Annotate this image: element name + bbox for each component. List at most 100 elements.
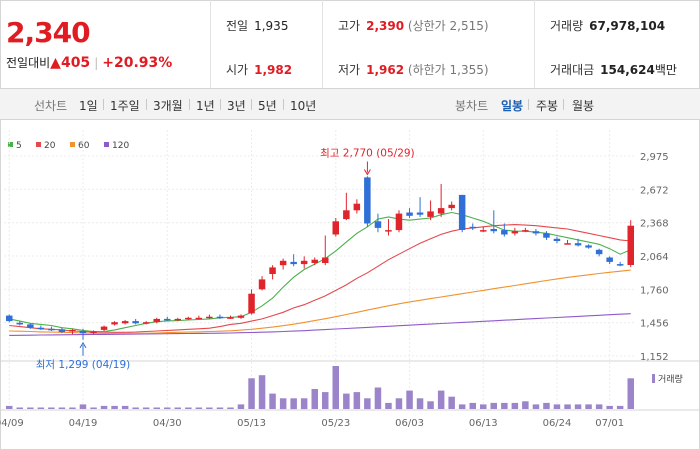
y-tick-label: 2,672	[640, 185, 669, 196]
candle-body	[248, 293, 255, 314]
candle-body	[185, 317, 192, 320]
volume-bar	[469, 402, 476, 409]
ma5-line	[9, 211, 631, 333]
volume-bar	[543, 402, 550, 409]
change-value: 405	[60, 55, 91, 71]
volume-bar	[458, 404, 466, 409]
volume-bar	[248, 378, 255, 409]
volume-bar	[480, 404, 487, 409]
low-price: 저가 1,962 (하한가 1,355)	[338, 63, 489, 77]
prev-close: 전일 1,935	[226, 19, 289, 33]
change-label: 전일대비	[6, 56, 51, 70]
volume-bar	[427, 401, 434, 409]
candle-body	[206, 316, 213, 319]
volume-bar	[322, 392, 329, 409]
candle-body	[132, 321, 139, 324]
volume-bar	[121, 405, 129, 409]
candle-body	[332, 221, 339, 235]
period-10y[interactable]: 10년	[290, 99, 317, 113]
period-1y[interactable]: 1년	[196, 99, 215, 113]
period-1d[interactable]: 1일	[79, 99, 98, 113]
volume-bar	[437, 390, 445, 409]
candlestick-chart: 5 20 60 120 2,975 2,672 2,368 2,064 1,760 1,456 1,…	[0, 130, 700, 429]
candle-body	[79, 331, 87, 334]
volume-bar	[279, 398, 287, 410]
volume-bar	[501, 402, 508, 409]
candle-body	[142, 322, 150, 324]
volume-bar	[522, 401, 529, 409]
ma120-line	[9, 313, 631, 336]
candle-body	[300, 260, 308, 265]
price-box: 2,340 전일대비▲405 | +20.93%	[0, 0, 211, 88]
candle-body	[543, 233, 550, 238]
candle-body	[343, 210, 350, 220]
x-tick-label: 06/24	[543, 418, 572, 429]
volume-bar	[237, 404, 245, 409]
lower-limit: (하한가 1,355)	[407, 63, 489, 77]
chart-toolbar: 선차트 1일 1주일 3개월 1년 3년 5년 10년 봉차트 일봉 주봉 월봉	[0, 89, 700, 120]
y-tick-label: 1,152	[640, 352, 669, 363]
volume-bar	[574, 404, 582, 409]
volume-legend-swatch	[652, 374, 655, 383]
volume-bar	[206, 407, 213, 409]
legend-label: 120	[112, 141, 129, 151]
candle-body	[6, 315, 13, 322]
candle-body	[406, 212, 413, 216]
high-value: 2,390	[366, 19, 405, 33]
period-weekly[interactable]: 주봉	[536, 99, 559, 113]
volume-bar	[343, 393, 350, 409]
period-3y[interactable]: 3년	[227, 99, 246, 113]
candle-body	[121, 321, 129, 324]
candle-body	[174, 318, 181, 321]
legend-swatch	[104, 142, 109, 147]
legend-swatch	[70, 142, 75, 147]
candle-body	[501, 230, 508, 235]
period-3m[interactable]: 3개월	[153, 99, 183, 113]
amount-unit: 백만	[654, 63, 677, 77]
candle-body	[522, 230, 529, 232]
candle-body	[227, 317, 234, 319]
min-arrow-head	[79, 341, 87, 349]
candle-body	[532, 231, 540, 234]
volume-bar	[311, 389, 318, 409]
volume-bar	[164, 407, 171, 409]
candle-body	[269, 267, 276, 274]
volume-bar	[142, 407, 150, 409]
candle-body	[290, 261, 297, 265]
candle-body	[595, 249, 603, 255]
candle-body	[90, 331, 97, 333]
high-price: 고가 2,390 (상한가 2,515)	[338, 19, 489, 33]
candle-body	[469, 226, 476, 229]
candle-body	[364, 177, 371, 224]
candle-body	[616, 264, 624, 266]
volume-bar	[37, 407, 45, 409]
max-arrow-head	[363, 169, 371, 176]
volume-bar	[48, 407, 55, 409]
candle-body	[111, 322, 118, 325]
candle-body	[511, 231, 519, 234]
low-value: 1,962	[366, 63, 405, 77]
y-tick-label: 1,456	[640, 319, 669, 330]
period-1w[interactable]: 1주일	[110, 99, 140, 113]
volume-bar	[448, 396, 455, 409]
trade-amount: 거래대금 154,624백만	[550, 63, 677, 77]
candle-body	[374, 221, 382, 228]
period-daily[interactable]: 일봉	[501, 99, 524, 113]
candle-body	[427, 211, 434, 217]
x-tick-label: 05/23	[321, 418, 350, 429]
candle-body	[585, 245, 592, 248]
y-tick-label: 1,760	[640, 285, 669, 296]
period-monthly[interactable]: 월봉	[572, 99, 595, 113]
candle-body	[153, 318, 160, 323]
x-tick-label: 06/03	[395, 418, 424, 429]
candle-body	[37, 327, 45, 330]
volume-legend-label: 거래량	[658, 373, 683, 385]
period-5y[interactable]: 5년	[258, 99, 277, 113]
y-tick-label: 2,975	[640, 152, 669, 163]
volume-bar	[553, 404, 561, 409]
volume-bar	[79, 404, 87, 409]
volume-bar	[227, 407, 234, 409]
volume-bar	[511, 402, 519, 409]
volume-bar	[132, 407, 139, 409]
volume-bar	[6, 405, 13, 409]
